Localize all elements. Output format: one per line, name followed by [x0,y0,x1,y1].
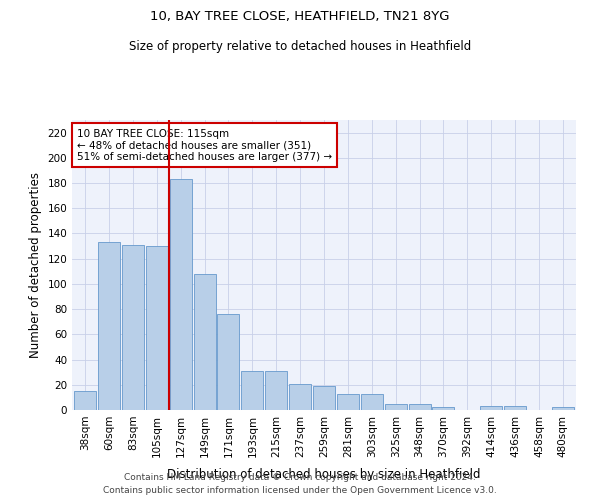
Bar [433,408,454,410]
Bar [313,386,335,410]
Text: 10 BAY TREE CLOSE: 115sqm
← 48% of detached houses are smaller (351)
51% of semi: 10 BAY TREE CLOSE: 115sqm ← 48% of detac… [77,128,332,162]
Bar [337,394,359,410]
Text: 10, BAY TREE CLOSE, HEATHFIELD, TN21 8YG: 10, BAY TREE CLOSE, HEATHFIELD, TN21 8YG [150,10,450,23]
Bar [361,394,383,410]
Bar [480,406,502,410]
Text: Contains public sector information licensed under the Open Government Licence v3: Contains public sector information licen… [103,486,497,495]
Bar [265,371,287,410]
Bar [241,371,263,410]
Bar [98,242,120,410]
Bar [289,384,311,410]
Bar [409,404,431,410]
Bar [74,391,96,410]
Text: Contains HM Land Registry data © Crown copyright and database right 2024.: Contains HM Land Registry data © Crown c… [124,474,476,482]
Bar [217,314,239,410]
Bar [194,274,215,410]
Bar [504,406,526,410]
Y-axis label: Number of detached properties: Number of detached properties [29,172,42,358]
Bar [122,245,144,410]
Bar [170,180,191,410]
Text: Size of property relative to detached houses in Heathfield: Size of property relative to detached ho… [129,40,471,53]
Bar [552,408,574,410]
Bar [385,404,407,410]
Bar [146,246,168,410]
X-axis label: Distribution of detached houses by size in Heathfield: Distribution of detached houses by size … [167,468,481,481]
